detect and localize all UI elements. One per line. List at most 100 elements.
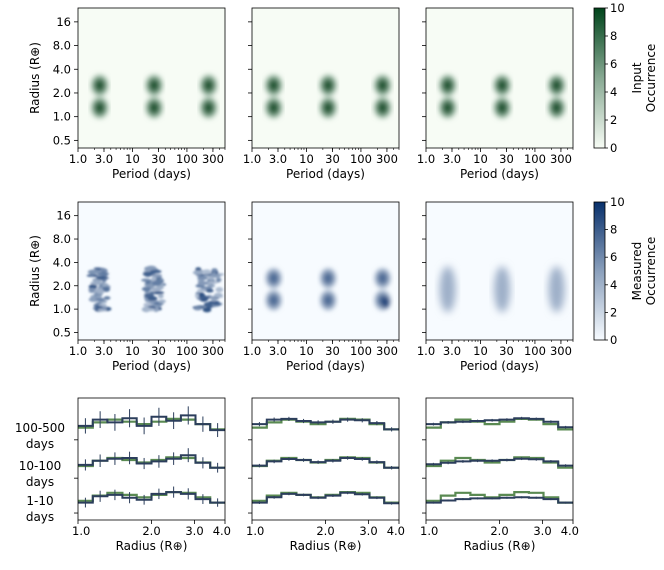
occurrence-blob (268, 272, 279, 285)
y-axis-label: Radius (R⊕) (28, 42, 42, 114)
occurrence-speckle (212, 272, 217, 276)
group-label: 100-500 (15, 421, 65, 435)
colorbar-tick-label: 8 (610, 223, 617, 237)
occurrence-speckle (95, 305, 103, 309)
occurrence-blob (203, 101, 214, 114)
occurrence-speckle (211, 297, 217, 302)
heatmap-frame (77, 7, 226, 149)
y-tick-label: 1.0 (53, 110, 71, 124)
heatmap-blobs (265, 268, 391, 311)
x-tick-label: 1.0 (420, 524, 438, 538)
x-tick-label: 30 (499, 152, 514, 166)
x-tick-label: 3.0 (533, 524, 551, 538)
group-label: days (26, 437, 54, 451)
histogram-panel-2: 1.0 2.0 3.0 4.0 Radius (R⊕) (246, 397, 405, 553)
x-tick-label: 1.0 (246, 524, 264, 538)
x-tick-label: 2.0 (142, 524, 160, 538)
group-label: days (26, 475, 54, 489)
x-tick-label: 30 (325, 152, 340, 166)
colorbar-tick-label: 6 (610, 57, 617, 71)
occurrence-blob-group (374, 268, 391, 311)
x-tick-label: 30 (151, 152, 166, 166)
occurrence-blob (548, 266, 565, 313)
occurrence-speckle (215, 287, 224, 293)
x-tick-label: 3.0 (443, 344, 461, 358)
x-tick-label: 30 (499, 344, 514, 358)
occurrence-blob-group (548, 266, 565, 313)
colorbar-label: Input (630, 62, 644, 93)
x-tick-label: 1.0 (69, 152, 87, 166)
occurrence-blob (551, 101, 562, 114)
occurrence-speckle (150, 287, 162, 292)
y-tick-label: 2.0 (53, 279, 71, 293)
heatmap-panel-blues-1: 1.0 3.0 10 30 100 300 Period (days) 0.5 1.0 2.0 4.… (28, 201, 226, 373)
occurrence-speckle (200, 295, 211, 300)
occurrence-blob-dark (381, 296, 390, 309)
y-tick-label: 8.0 (53, 39, 71, 53)
x-tick-label: 3.0 (443, 152, 461, 166)
x-tick-label: 300 (550, 344, 572, 358)
x-tick-label: 10 (125, 344, 140, 358)
occurrence-blob (268, 101, 279, 114)
occurrence-speckle (89, 273, 94, 278)
occurrence-speckle (91, 281, 103, 286)
occurrence-speckle (207, 281, 219, 284)
occurrence-speckle (102, 306, 107, 310)
colorbar-label: Measured (630, 242, 644, 301)
measured-histogram (426, 417, 573, 429)
colorbar-tick-label: 2 (610, 305, 617, 319)
occurrence-speckle (141, 286, 152, 292)
occurrence-speckle (102, 286, 110, 292)
x-tick-label: 100 (350, 344, 372, 358)
occurrence-blob (551, 79, 562, 92)
occurrence-blob-group (320, 75, 337, 118)
occurrence-speckle (207, 284, 216, 288)
colorbar-label: Occurrence (644, 237, 658, 306)
occurrence-blob-group (439, 266, 456, 313)
x-tick-label: 3.0 (95, 344, 113, 358)
occurrence-speckle (95, 276, 108, 280)
measured-histogram (252, 417, 399, 431)
occurrence-blob (149, 101, 160, 114)
occurrence-blob-group (548, 75, 565, 118)
measured-histogram (426, 496, 573, 504)
occurrence-blob-group (494, 266, 511, 313)
occurrence-blob (323, 272, 334, 285)
occurrence-speckle (158, 293, 164, 299)
colorbar-tick-label: 10 (610, 195, 625, 209)
occurrence-blob-group (141, 265, 167, 313)
heatmap-frame (425, 201, 574, 341)
occurrence-speckle (101, 283, 109, 287)
heatmap-frame (251, 7, 400, 149)
occurrence-blob (94, 101, 105, 114)
occurrence-speckle (197, 280, 206, 286)
x-tick-label: 30 (325, 344, 340, 358)
occurrence-blob-group (265, 268, 282, 311)
occurrence-speckle (209, 277, 214, 281)
x-tick-label: 4.0 (561, 524, 579, 538)
x-tick-label: 4.0 (387, 524, 405, 538)
occurrence-blob (268, 294, 279, 307)
occurrence-blob (442, 79, 453, 92)
occurrence-speckle (95, 297, 105, 302)
occurrence-speckle (151, 280, 162, 286)
x-tick-label: 1.0 (243, 152, 261, 166)
occurrence-speckle (97, 289, 105, 294)
colorbar-gradient (593, 7, 606, 149)
colorbar-tick-label: 4 (610, 85, 617, 99)
occurrence-speckle (103, 296, 111, 300)
heatmap-frame (425, 7, 574, 149)
occurrence-speckle (145, 308, 156, 312)
occurrence-blob-group (265, 75, 282, 118)
measured-histogram (426, 457, 573, 467)
x-tick-label: 2.0 (316, 524, 334, 538)
colorbar-tick-label: 0 (610, 333, 617, 347)
measured-histogram (78, 491, 225, 504)
occurrence-speckle (213, 292, 223, 298)
occurrence-blob (377, 272, 388, 285)
occurrence-blob (497, 79, 508, 92)
colorbar-label: Occurrence (644, 44, 658, 113)
x-tick-label: 1.0 (417, 344, 435, 358)
x-tick-label: 10 (473, 152, 488, 166)
colorbar-tick-label: 10 (610, 1, 625, 15)
